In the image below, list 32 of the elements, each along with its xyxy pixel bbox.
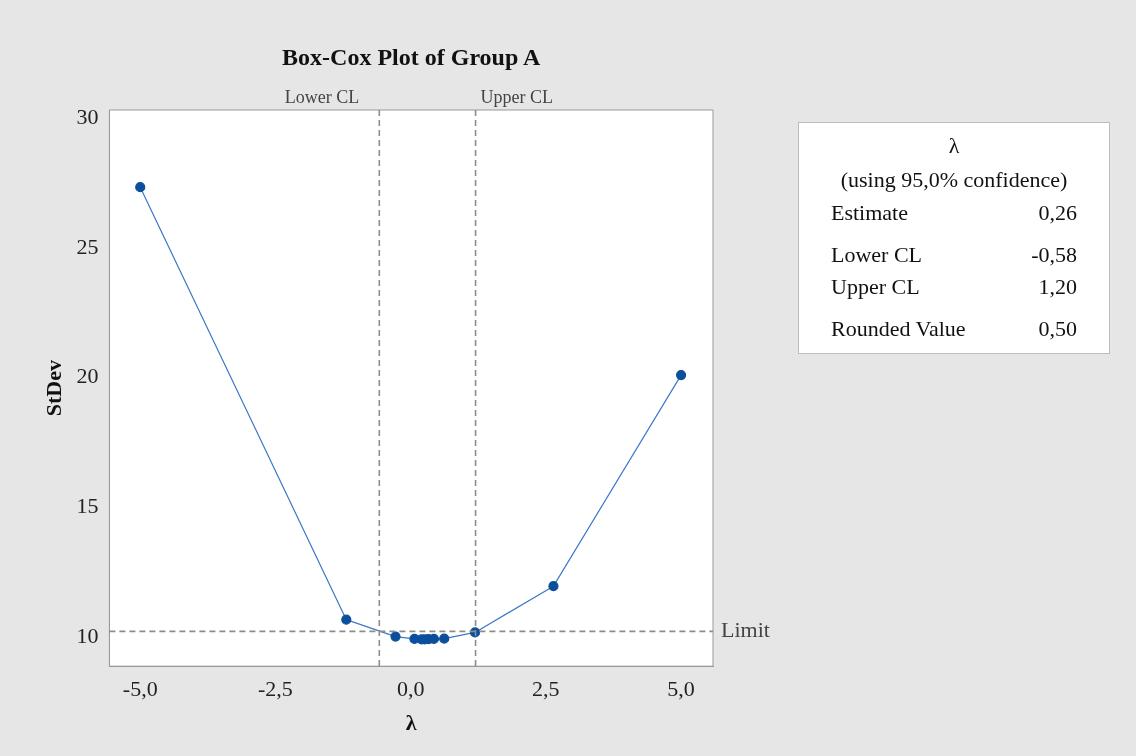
x-tick-label: -2,5 xyxy=(258,676,293,702)
point xyxy=(439,633,450,644)
x-tick-label: 2,5 xyxy=(532,676,560,702)
y-axis-title: StDev xyxy=(40,359,66,417)
x-axis-title: λ xyxy=(405,710,417,736)
text: Lower CL xyxy=(831,241,923,269)
y-tick-label: 10 xyxy=(76,623,99,649)
text: 0,26 xyxy=(1038,199,1077,227)
text: Estimate xyxy=(831,199,908,227)
ref-line-label: Lower CL xyxy=(284,86,360,107)
x-tick-label: 5,0 xyxy=(667,676,695,702)
x-tick-label: -5,0 xyxy=(122,676,158,702)
text: -0,58 xyxy=(1031,241,1077,269)
point xyxy=(675,370,687,381)
x-tick-label: 0,0 xyxy=(396,676,425,702)
ref-line-label: Limit xyxy=(721,617,770,643)
text: (using 95,0% confidence) xyxy=(839,166,1069,194)
text: 1,20 xyxy=(1038,273,1077,301)
text: Upper CL xyxy=(831,273,920,301)
chart-title: Box-Cox Plot of Group A xyxy=(282,44,541,71)
point xyxy=(341,614,352,625)
text: Rounded Value xyxy=(831,315,966,343)
point xyxy=(390,631,401,642)
text: 0,50 xyxy=(1038,315,1077,343)
point xyxy=(135,182,146,193)
y-tick-label: 25 xyxy=(76,233,99,259)
text: λ xyxy=(947,132,961,160)
y-tick-label: 15 xyxy=(76,493,99,519)
ref-line-label: Upper CL xyxy=(480,86,554,107)
y-tick-label: 30 xyxy=(76,103,99,129)
y-tick-label: 20 xyxy=(76,363,99,389)
point xyxy=(548,581,559,592)
